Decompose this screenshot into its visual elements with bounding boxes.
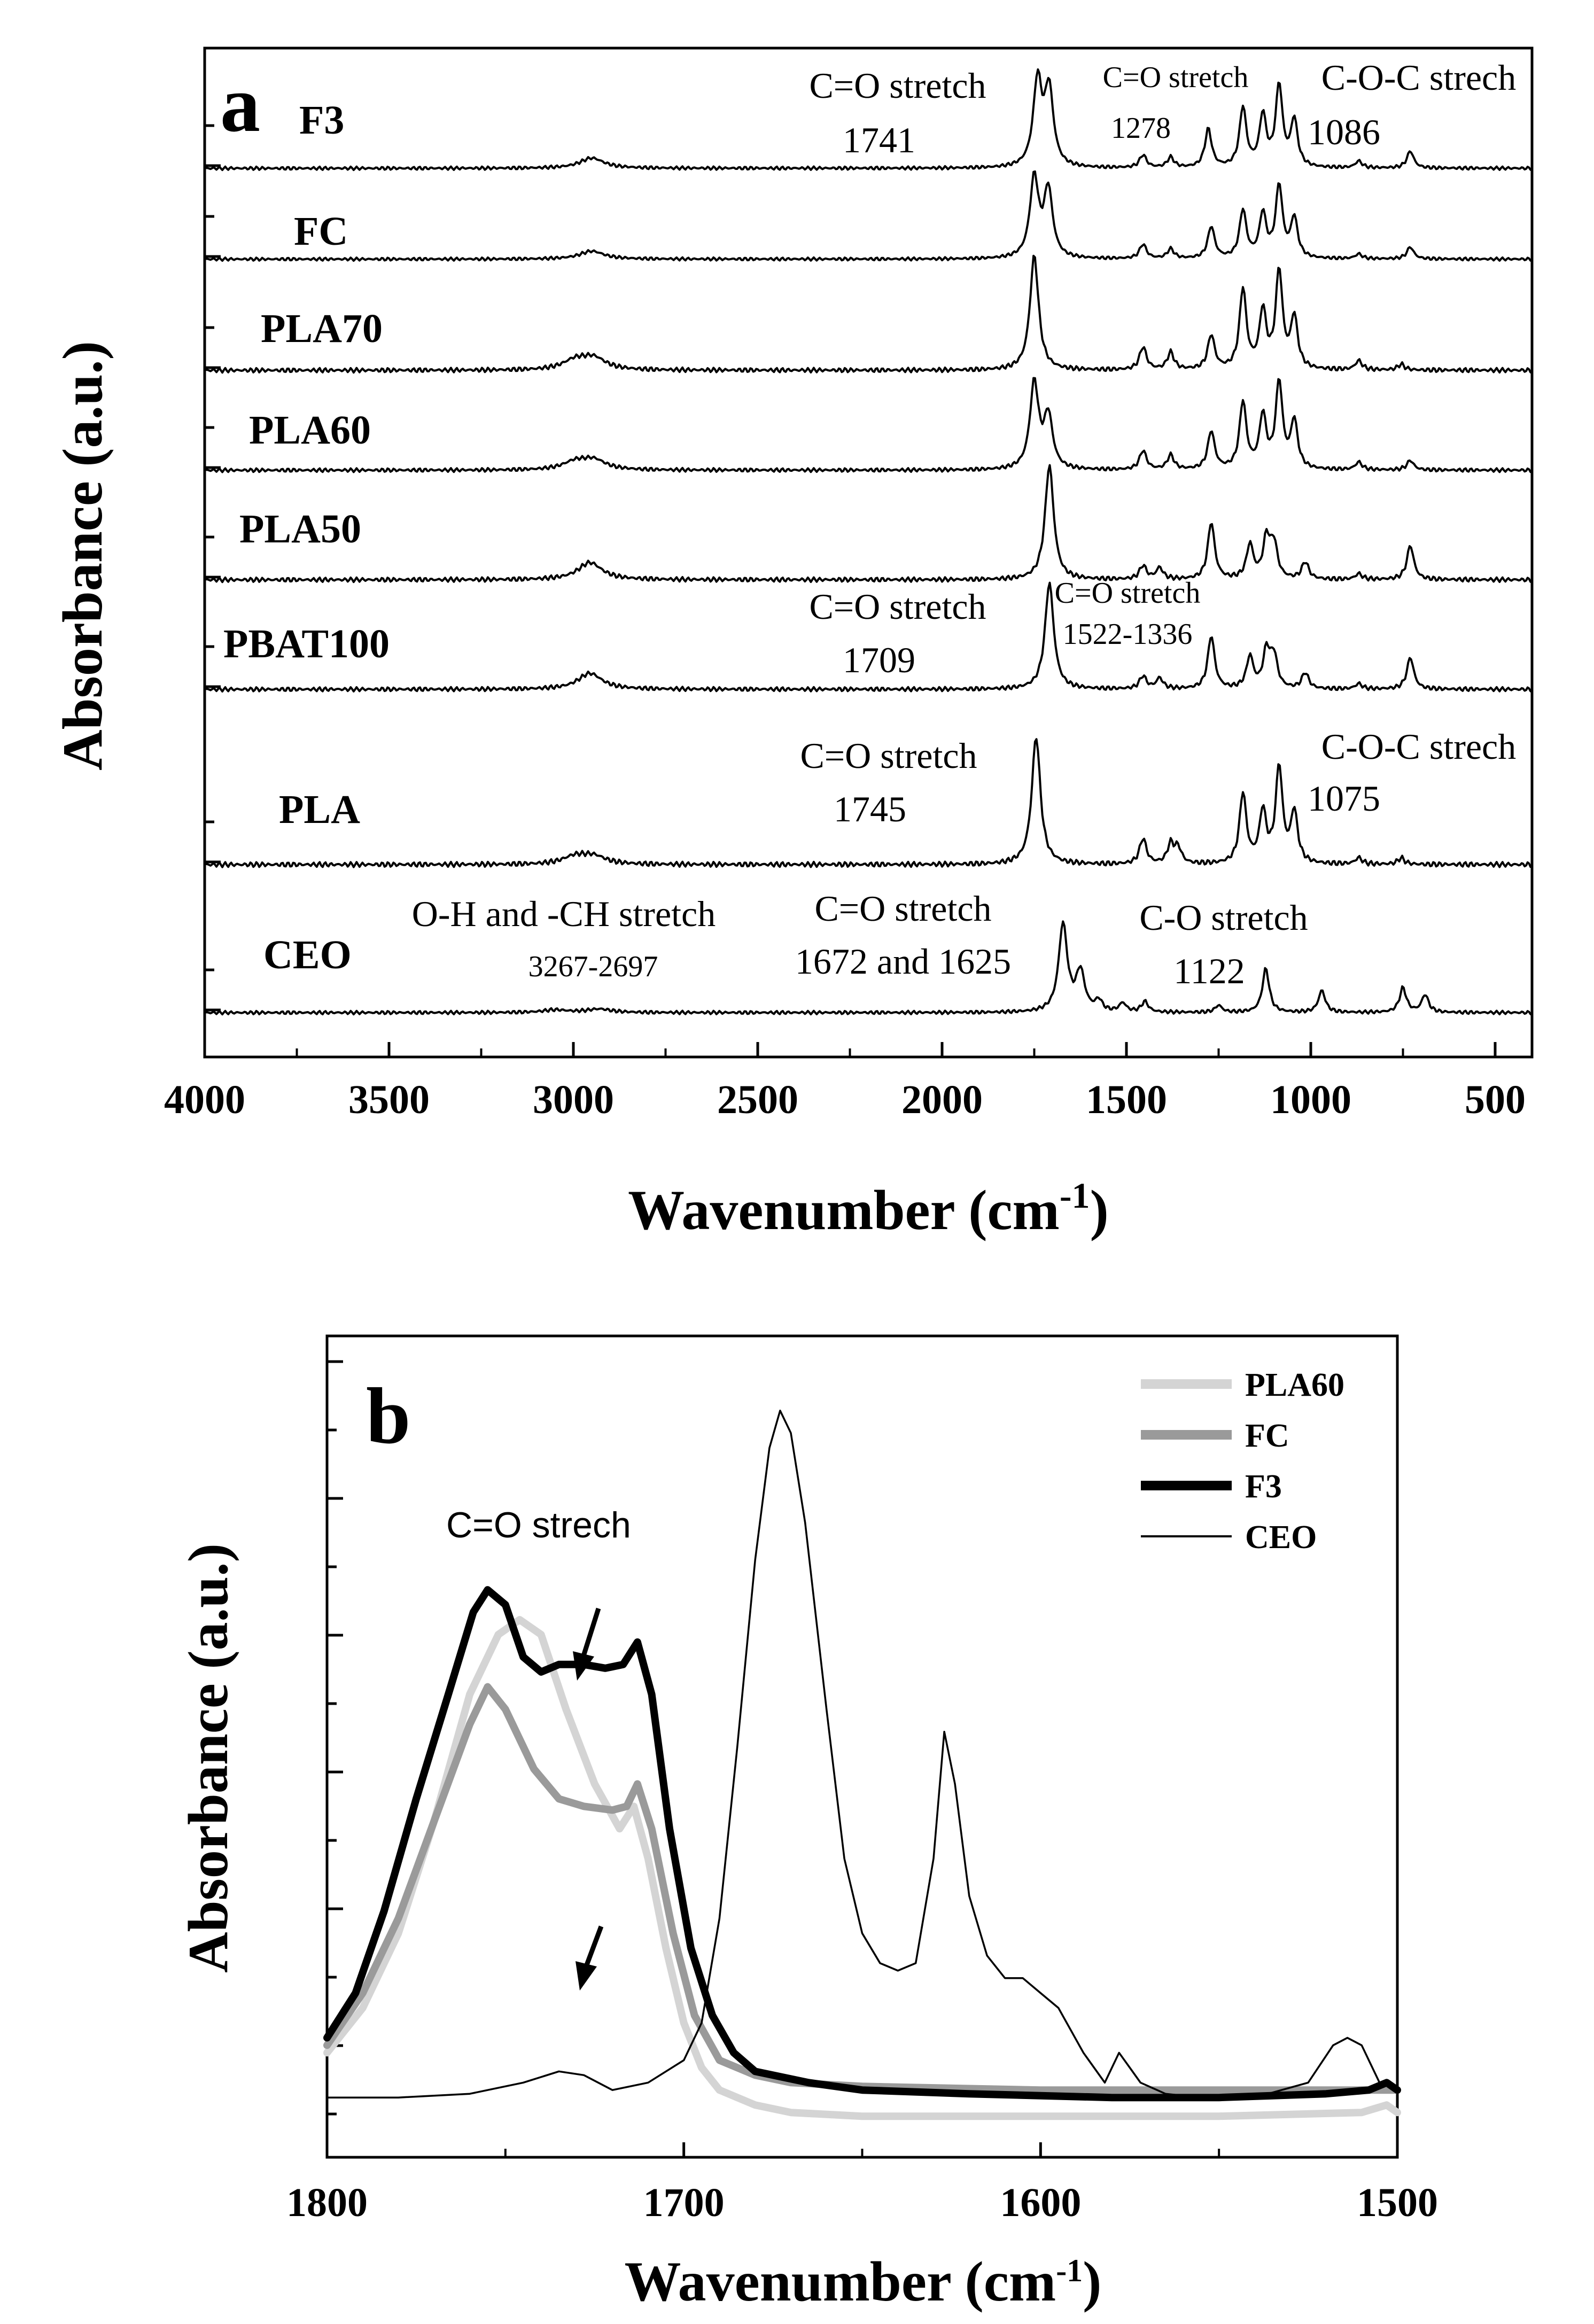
panel-b-y-ticks <box>327 1360 343 2116</box>
annotation-line1: C=O stretch <box>1103 61 1249 94</box>
panel-a-letter: a <box>220 60 260 149</box>
annotation-line2: 1278 <box>1111 112 1171 145</box>
x-axis-title-main: Wavenumber (cm <box>625 2250 1056 2313</box>
annotation-line1: C-O-C strech <box>1321 57 1516 98</box>
legend-label-pla60: PLA60 <box>1245 1367 1344 1403</box>
series-label-pla60: PLA60 <box>249 408 371 453</box>
x-axis-title-close: ) <box>1090 1179 1109 1241</box>
x-tick-label: 1600 <box>1000 2180 1081 2225</box>
x-tick-label: 1000 <box>1270 1077 1351 1122</box>
panel-b-frame <box>325 1334 1399 2159</box>
panel-a-x-ticks: 4000 3500 3000 2500 2000 1500 1000 500 <box>164 1042 1526 1122</box>
trace-pla50 <box>204 464 1533 584</box>
annotation-pbat-1522-1336: C=O stretch 1522-1336 <box>1055 577 1201 651</box>
x-axis-title-sup: -1 <box>1060 1175 1090 1216</box>
panel-b-x-axis-title: Wavenumber (cm-1) <box>625 2250 1102 2313</box>
trace-ceo <box>204 920 1533 1016</box>
annotation-line2: 1745 <box>834 789 906 829</box>
x-axis-title-sup: -1 <box>1056 2253 1083 2288</box>
annotation-line1: O-H and -CH stretch <box>412 893 716 934</box>
panel-b-legend: PLA60 FC F3 CEO <box>1141 1367 1344 1556</box>
x-axis-title-main: Wavenumber (cm <box>628 1179 1060 1241</box>
panel-b-letter: b <box>366 1372 410 1460</box>
trace-pla70 <box>204 254 1533 374</box>
trace-fc <box>204 170 1533 262</box>
annotation-pla-1075: C-O-C strech 1075 <box>1308 726 1516 819</box>
annotation-f3-1741: C=O stretch 1741 <box>809 65 986 160</box>
arrow-f3-shoulder <box>573 1607 601 1681</box>
arrow-ceo-shoulder <box>576 1925 604 1991</box>
x-tick-label: 2000 <box>901 1077 983 1122</box>
series-label-f3: F3 <box>299 98 344 143</box>
trace-f3 <box>204 68 1533 172</box>
series-label-pbat100: PBAT100 <box>223 621 390 666</box>
panel-a-y-ticks <box>205 124 221 1012</box>
annotation-ceo-1672-1625: C=O stretch 1672 and 1625 <box>795 888 1011 982</box>
trace-pbat100 <box>204 581 1533 693</box>
annotation-ceo-oh-ch: O-H and -CH stretch 3267-2697 <box>412 893 716 983</box>
x-tick-label: 500 <box>1465 1077 1526 1122</box>
annotation-line2: 1122 <box>1173 951 1245 991</box>
trace-pla60 <box>323 1616 1401 2120</box>
panel-a: a 4000 3500 3000 2500 2000 1500 1000 500 F3 FC … <box>51 46 1534 1241</box>
annotation-line2: 1741 <box>843 120 915 160</box>
panel-b-traces <box>323 1409 1401 2120</box>
x-tick-label: 1800 <box>286 2180 368 2225</box>
annotation-line2: 3267-2697 <box>528 950 658 983</box>
series-label-pla: PLA <box>279 787 360 832</box>
annotation-line1: C=O stretch <box>800 735 977 776</box>
x-axis-title-close: ) <box>1083 2250 1101 2313</box>
annotation-line1: C=O stretch <box>1055 577 1201 610</box>
series-label-pla70: PLA70 <box>261 306 383 351</box>
panel-a-x-axis-title: Wavenumber (cm-1) <box>628 1175 1109 1241</box>
x-tick-label: 3000 <box>533 1077 614 1122</box>
trace-pla <box>204 738 1533 868</box>
panel-b: b 1800 1700 1600 1500 C=O strech PLA60 FC F… <box>177 1334 1438 2313</box>
legend-label-fc: FC <box>1245 1418 1289 1454</box>
annotation-line1: C-O-C strech <box>1321 726 1516 767</box>
annotation-f3-1086: C-O-C strech 1086 <box>1308 57 1516 152</box>
annotation-line1: C=O stretch <box>814 888 991 929</box>
series-label-pla50: PLA50 <box>239 507 361 551</box>
series-label-ceo: CEO <box>263 932 352 977</box>
x-tick-label: 1700 <box>643 2180 725 2225</box>
legend-label-ceo: CEO <box>1245 1519 1317 1556</box>
panel-b-x-ticks: 1800 1700 1600 1500 <box>286 2142 1438 2225</box>
annotation-line1: C=O stretch <box>809 65 986 106</box>
series-label-fc: FC <box>294 209 348 254</box>
annotation-line2: 1522-1336 <box>1063 618 1193 651</box>
annotation-line2: 1709 <box>843 640 915 680</box>
trace-fc <box>323 1683 1401 2094</box>
panel-b-annotation: C=O strech <box>446 1505 631 1545</box>
x-tick-label: 1500 <box>1086 1077 1167 1122</box>
trace-f3 <box>323 1586 1401 2102</box>
x-tick-label: 4000 <box>164 1077 245 1122</box>
panel-a-frame <box>203 46 1534 1059</box>
panel-a-y-axis-title: Absorbance (a.u.) <box>51 341 114 771</box>
annotation-ceo-1122: C-O stretch 1122 <box>1139 897 1308 991</box>
annotation-line2: 1672 and 1625 <box>795 941 1011 982</box>
annotation-line1: C=O stretch <box>809 586 986 627</box>
annotation-f3-1278: C=O stretch 1278 <box>1103 61 1249 145</box>
panel-a-traces <box>204 68 1533 1016</box>
x-tick-label: 2500 <box>717 1077 798 1122</box>
annotation-pla-1745: C=O stretch 1745 <box>800 735 977 829</box>
x-tick-label: 1500 <box>1357 2180 1438 2225</box>
annotation-line2: 1086 <box>1308 112 1380 152</box>
trace-pla60 <box>204 377 1533 473</box>
panel-b-y-axis-title: Absorbance (a.u.) <box>177 1543 239 1973</box>
annotation-line1: C-O stretch <box>1139 897 1308 938</box>
x-tick-label: 3500 <box>348 1077 430 1122</box>
annotation-pbat-1709: C=O stretch 1709 <box>809 586 986 680</box>
legend-label-f3: F3 <box>1245 1468 1282 1505</box>
annotation-line2: 1075 <box>1308 778 1380 819</box>
